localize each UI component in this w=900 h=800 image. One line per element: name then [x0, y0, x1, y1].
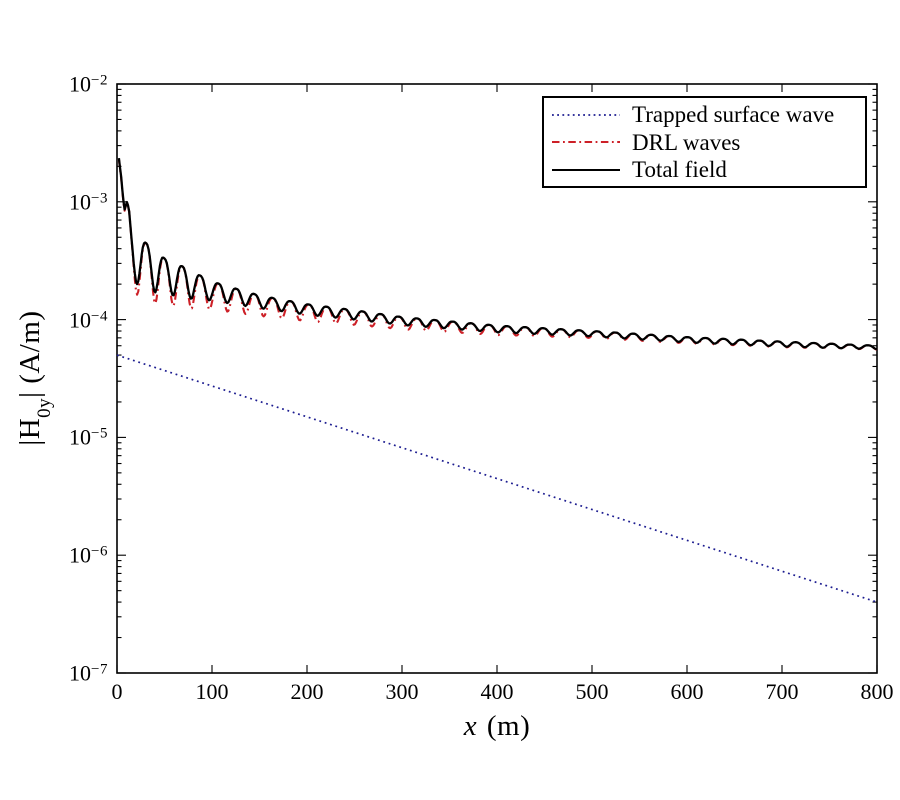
x-tick-label: 0 [111, 679, 123, 704]
x-axis-title: x (m) [464, 710, 531, 743]
legend-line-swatch-dash-dot [552, 140, 620, 144]
legend-item-label: Total field [632, 157, 727, 182]
y-tick-label: 10−6 [69, 542, 108, 568]
y-tick-label: 10−2 [69, 71, 108, 97]
legend-item-label: Trapped surface wave [632, 102, 835, 127]
legend-item: Trapped surface wave [550, 102, 859, 128]
y-axis-title-subscript: 0y [33, 397, 55, 418]
legend-item: Total field [550, 157, 859, 183]
y-tick-label: 10−7 [69, 660, 108, 686]
x-tick-label: 200 [290, 679, 324, 704]
axis-ticks [116, 83, 878, 674]
x-tick-label: 100 [195, 679, 229, 704]
y-tick-label: 10−5 [69, 425, 108, 451]
series-trapped-surface-wave [116, 354, 878, 603]
x-tick-label: 300 [385, 679, 419, 704]
x-tick-label: 800 [860, 679, 894, 704]
x-tick-label: 400 [480, 679, 514, 704]
legend-line-swatch-solid [552, 168, 620, 171]
series-drl-waves [117, 158, 878, 351]
series-total-field [117, 157, 878, 351]
x-tick-label: 700 [765, 679, 799, 704]
y-tick-label: 10−4 [69, 307, 108, 333]
x-tick-label: 500 [575, 679, 609, 704]
y-axis-title-text: |H [14, 417, 47, 446]
y-tick-label: 10−3 [69, 189, 108, 215]
legend-line-swatch-dotted [552, 113, 620, 116]
legend-item-label: DRL waves [632, 129, 741, 155]
x-axis-title-variable: x [463, 710, 478, 742]
legend-item: DRL waves [550, 129, 859, 155]
y-axis-title: |H0y| (A/m) [14, 310, 55, 446]
x-axis-title-units: (m) [479, 710, 531, 742]
y-axis-title-units: | (A/m) [14, 310, 47, 398]
x-tick-label: 600 [670, 679, 704, 704]
legend: Trapped surface wave DRL waves Total field [542, 96, 867, 188]
